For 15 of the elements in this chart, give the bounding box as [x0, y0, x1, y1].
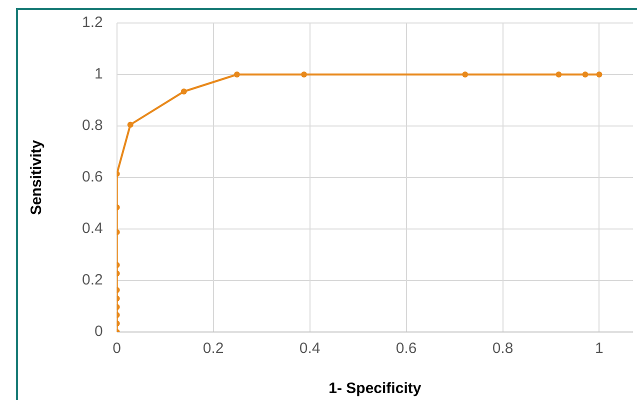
y-tick-label: 0.8 [82, 117, 103, 134]
y-tick-label: 0.6 [82, 168, 103, 186]
x-tick-label: 1 [595, 340, 604, 358]
y-tick-label: 0.2 [82, 272, 103, 289]
y-tick-label: 0.4 [82, 220, 103, 238]
y-tick-label: 0 [94, 323, 103, 340]
x-tick-label: 0.4 [299, 340, 320, 358]
x-axis-title: 1- Specificity [328, 380, 422, 398]
y-tick-label: 1.2 [82, 14, 103, 32]
x-tick-label: 0.2 [202, 340, 224, 358]
x-tick-label: 0.8 [492, 340, 514, 358]
x-tick-label: 0 [112, 340, 122, 358]
y-axis-title: Sensitivity [28, 139, 46, 216]
x-tick-label: 0.6 [396, 340, 417, 358]
y-tick-label: 1 [94, 66, 103, 83]
